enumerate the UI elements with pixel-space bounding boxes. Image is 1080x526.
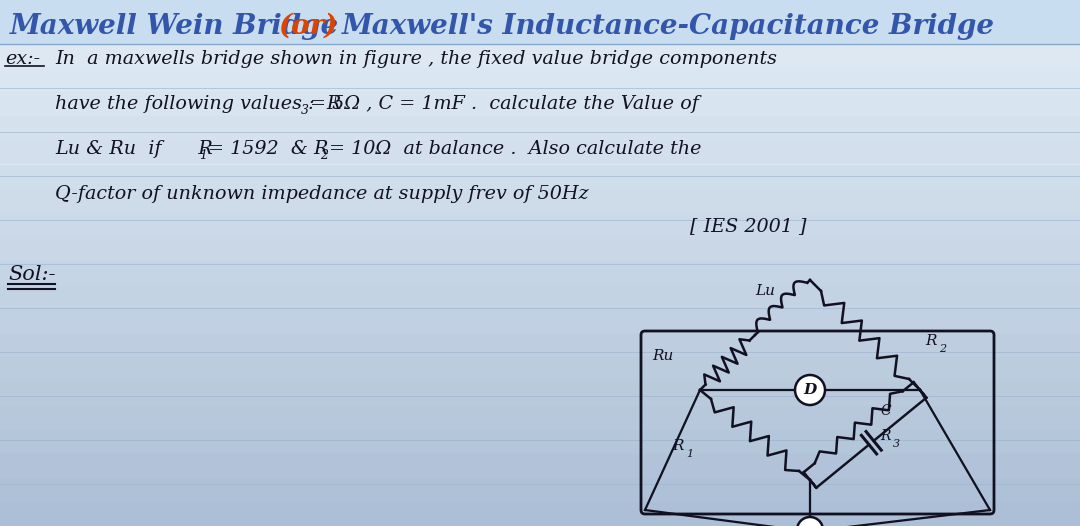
Text: Lu & Ru  if      R: Lu & Ru if R [55, 140, 213, 158]
Text: 1: 1 [686, 449, 693, 459]
Text: ~: ~ [801, 522, 819, 526]
Text: 3: 3 [301, 104, 309, 117]
Bar [0, 165, 1080, 189]
Bar [0, 189, 1080, 213]
Text: = 1592  & R: = 1592 & R [208, 140, 328, 158]
Bar [0, 309, 1080, 333]
Text: 2: 2 [939, 344, 946, 354]
Text: R: R [880, 429, 891, 443]
Bar [0, 0, 1080, 44]
Text: Lu: Lu [755, 284, 775, 298]
Bar [0, 44, 1080, 68]
Text: Sol:-: Sol:- [8, 265, 55, 284]
Text: R: R [672, 439, 684, 453]
Text: Ru: Ru [652, 349, 673, 363]
Text: have the following values :  R: have the following values : R [55, 95, 341, 113]
Bar [0, 502, 1080, 526]
Text: [ IES 2001 ]: [ IES 2001 ] [690, 217, 807, 235]
Text: R: R [924, 334, 936, 348]
Bar [0, 430, 1080, 454]
Bar [0, 213, 1080, 237]
Bar [0, 381, 1080, 406]
Text: C: C [880, 404, 891, 418]
Text: ex:-: ex:- [5, 50, 40, 68]
Circle shape [797, 517, 823, 526]
Text: Q-factor of unknown impedance at supply frev of 50Hz: Q-factor of unknown impedance at supply … [55, 185, 589, 203]
Bar [0, 92, 1080, 116]
Text: 3: 3 [893, 439, 900, 449]
Text: Maxwell Wein Bridge: Maxwell Wein Bridge [10, 13, 339, 39]
Text: 1: 1 [199, 149, 207, 162]
Bar [0, 68, 1080, 92]
Text: In  a maxwells bridge shown in figure , the fixed value bridge components: In a maxwells bridge shown in figure , t… [55, 50, 777, 68]
Text: = 10Ω  at balance .  Also calculate the: = 10Ω at balance . Also calculate the [329, 140, 702, 158]
Circle shape [795, 375, 825, 405]
Bar [0, 261, 1080, 285]
Bar [0, 333, 1080, 357]
Bar [0, 406, 1080, 430]
Bar [0, 478, 1080, 502]
Text: D: D [804, 383, 816, 397]
Bar [0, 357, 1080, 381]
Bar [0, 237, 1080, 261]
Bar [0, 140, 1080, 165]
Bar [0, 285, 1080, 309]
Text: Maxwell's Inductance-Capacitance Bridge: Maxwell's Inductance-Capacitance Bridge [342, 13, 995, 39]
Bar [0, 116, 1080, 140]
Text: = 5Ω , C = 1mF .  calculate the Value of: = 5Ω , C = 1mF . calculate the Value of [310, 95, 699, 113]
Bar [0, 454, 1080, 478]
Text: (or): (or) [278, 13, 337, 39]
Text: 2: 2 [320, 149, 328, 162]
